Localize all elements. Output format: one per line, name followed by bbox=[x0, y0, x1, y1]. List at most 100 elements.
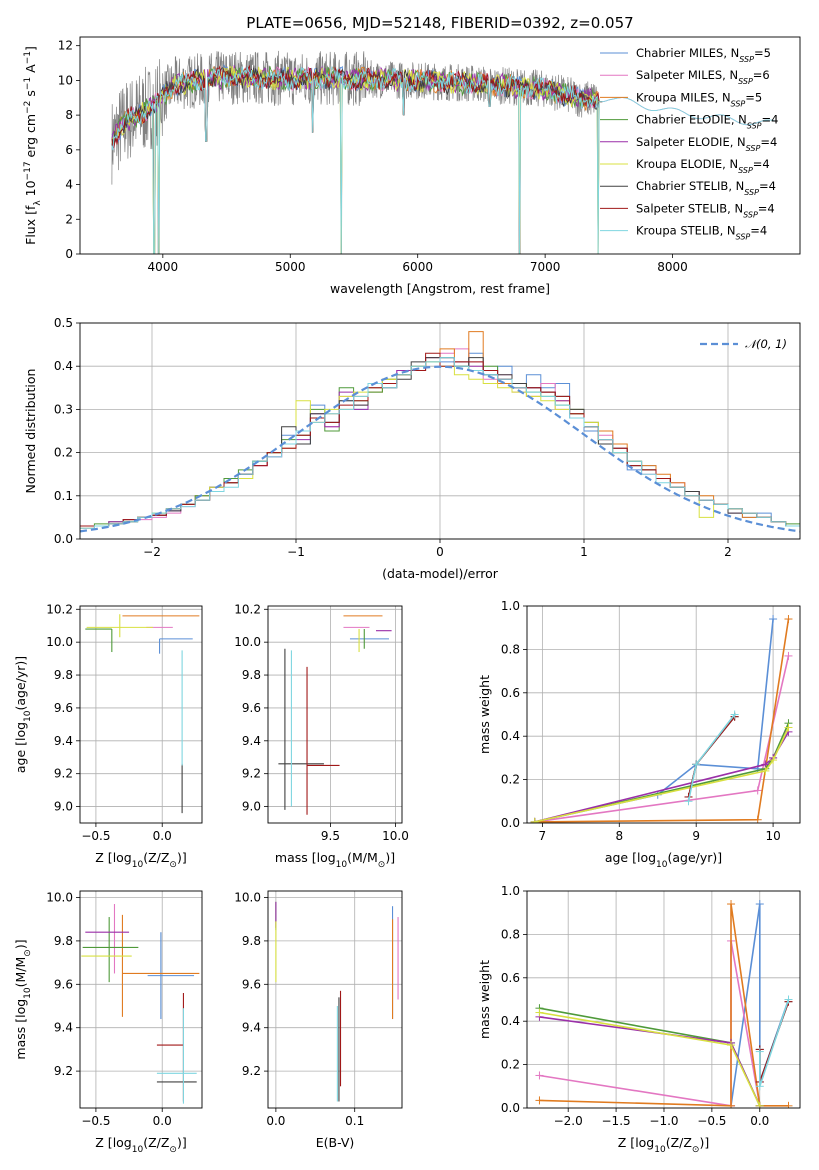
x-tick-label: 0.0 bbox=[266, 1114, 285, 1128]
x-axis-label: wavelength [Angstrom, rest frame] bbox=[330, 281, 550, 296]
grid-mass-age bbox=[268, 606, 402, 823]
x-axis-label: mass [log10(M/M⊙)] bbox=[275, 850, 395, 870]
x-tick-label: 1 bbox=[580, 545, 588, 559]
weight-line-salpeter-miles bbox=[539, 940, 761, 1107]
x-tick-label: 9 bbox=[692, 829, 700, 843]
weight-marker bbox=[535, 1096, 544, 1105]
y-axis-label: Normed distribution bbox=[23, 369, 38, 494]
errorbar-point bbox=[86, 614, 153, 638]
y-tick-label: 0 bbox=[65, 247, 73, 261]
weight-line-salpeter-elodie bbox=[534, 731, 790, 823]
y-tick-label: 0.2 bbox=[54, 446, 73, 460]
y-tick-label: 9.2 bbox=[242, 1064, 261, 1078]
model-spectrum-line bbox=[111, 65, 775, 254]
y-tick-label: 9.4 bbox=[54, 734, 73, 748]
x-tick-label: 0.1 bbox=[345, 1114, 364, 1128]
y-tick-label: 0.8 bbox=[501, 927, 520, 941]
errorbar-point bbox=[147, 932, 195, 1020]
figure-title: PLATE=0656, MJD=52148, FIBERID=0392, z=0… bbox=[246, 14, 633, 32]
weight-marker bbox=[727, 1041, 736, 1050]
y-tick-label: 10.0 bbox=[46, 891, 73, 905]
grid-z-mass bbox=[80, 891, 202, 1108]
axes-frame-age-weight bbox=[526, 605, 801, 824]
y-tick-label: 10 bbox=[58, 73, 73, 87]
x-axis-label: E(B-V) bbox=[316, 1135, 355, 1150]
weight-marker bbox=[755, 1082, 764, 1091]
y-tick-label: 0.2 bbox=[501, 1058, 520, 1072]
weight-marker bbox=[761, 766, 770, 775]
y-tick-label: 9.8 bbox=[242, 668, 261, 682]
y-tick-label: 0.8 bbox=[501, 642, 520, 656]
weight-marker bbox=[753, 815, 762, 823]
y-tick-label: 10.2 bbox=[234, 602, 261, 616]
grid-ebv-mass bbox=[268, 891, 402, 1108]
x-tick-label: 8 bbox=[615, 829, 623, 843]
y-tick-label: 6 bbox=[65, 143, 73, 157]
errorbar-point bbox=[82, 917, 139, 983]
x-tick-label: 10 bbox=[765, 829, 780, 843]
y-tick-label: 1.0 bbox=[501, 884, 520, 898]
weight-line-kroupa-elodie bbox=[534, 727, 790, 823]
y-tick-label: 0.6 bbox=[501, 686, 520, 700]
y-tick-label: 8 bbox=[65, 108, 73, 122]
y-tick-label: 1.0 bbox=[501, 599, 520, 613]
y-tick-label: 0.1 bbox=[54, 489, 73, 503]
weight-marker bbox=[784, 1101, 793, 1108]
x-tick-label: −0.5 bbox=[81, 1114, 110, 1128]
grid-z-age bbox=[80, 606, 202, 823]
y-tick-label: 9.2 bbox=[242, 767, 261, 781]
errorbar-point bbox=[156, 1008, 197, 1104]
weight-line-salpeter-miles bbox=[534, 655, 790, 823]
legend-entry: Kroupa ELODIE, NSSP=4 bbox=[636, 157, 770, 175]
weight-marker bbox=[755, 900, 764, 909]
x-tick-label: −1.0 bbox=[649, 1114, 678, 1128]
weight-marker bbox=[535, 1008, 544, 1017]
weight-marker bbox=[755, 1047, 764, 1056]
weight-marker bbox=[530, 817, 539, 823]
weight-marker bbox=[784, 723, 793, 732]
x-tick-label: 10.0 bbox=[382, 829, 409, 843]
x-axis-label: age [log10(age/yr)] bbox=[605, 850, 722, 870]
normal-curve-line bbox=[79, 365, 801, 533]
y-tick-label: 9.4 bbox=[54, 1021, 73, 1035]
y-tick-label: 0.0 bbox=[501, 816, 520, 830]
y-tick-label: 9.0 bbox=[54, 800, 73, 814]
x-tick-label: −2 bbox=[143, 545, 161, 559]
x-tick-label: 0 bbox=[436, 545, 444, 559]
y-tick-label: 0.6 bbox=[501, 971, 520, 985]
x-tick-label: 5000 bbox=[275, 260, 306, 274]
y-tick-label: 10.0 bbox=[234, 635, 261, 649]
y-tick-label: 0.4 bbox=[501, 729, 520, 743]
y-tick-label: 9.6 bbox=[242, 701, 261, 715]
weight-line-kroupa-elodie bbox=[539, 1011, 761, 1107]
x-tick-label: 2 bbox=[724, 545, 732, 559]
weight-marker bbox=[684, 797, 693, 806]
y-axis-label: mass weight bbox=[477, 960, 492, 1039]
legend-entry: Salpeter STELIB, NSSP=4 bbox=[636, 201, 775, 219]
y-axis-label: mass weight bbox=[477, 675, 492, 754]
weight-marker bbox=[535, 1071, 544, 1080]
y-tick-label: 0.4 bbox=[54, 359, 73, 373]
legend-entry: Kroupa STELIB, NSSP=4 bbox=[636, 224, 767, 242]
x-tick-label: 8000 bbox=[657, 260, 688, 274]
legend-entry: Chabrier ELODIE, NSSP=4 bbox=[636, 113, 778, 131]
legend-entry: 𝒩(0, 1) bbox=[745, 337, 787, 351]
x-axis-label: Z [log10(Z/Z⊙)] bbox=[95, 1135, 186, 1155]
x-tick-label: −0.5 bbox=[697, 1114, 726, 1128]
x-tick-label: −1.5 bbox=[602, 1114, 631, 1128]
weight-marker bbox=[730, 710, 739, 719]
y-tick-label: 2 bbox=[65, 212, 73, 226]
y-tick-label: 9.8 bbox=[54, 934, 73, 948]
y-tick-label: 0.3 bbox=[54, 402, 73, 416]
y-tick-label: 9.8 bbox=[242, 934, 261, 948]
axes-frame-z-age bbox=[79, 605, 203, 824]
weight-marker bbox=[784, 651, 793, 660]
y-tick-label: 9.4 bbox=[242, 734, 261, 748]
y-tick-label: 9.0 bbox=[242, 800, 261, 814]
weight-marker bbox=[784, 615, 793, 624]
axes-frame-z-weight bbox=[526, 890, 801, 1109]
x-tick-label: −2.0 bbox=[554, 1114, 583, 1128]
legend-entry: Salpeter MILES, NSSP=6 bbox=[636, 68, 770, 86]
y-tick-label: 12 bbox=[58, 39, 73, 53]
